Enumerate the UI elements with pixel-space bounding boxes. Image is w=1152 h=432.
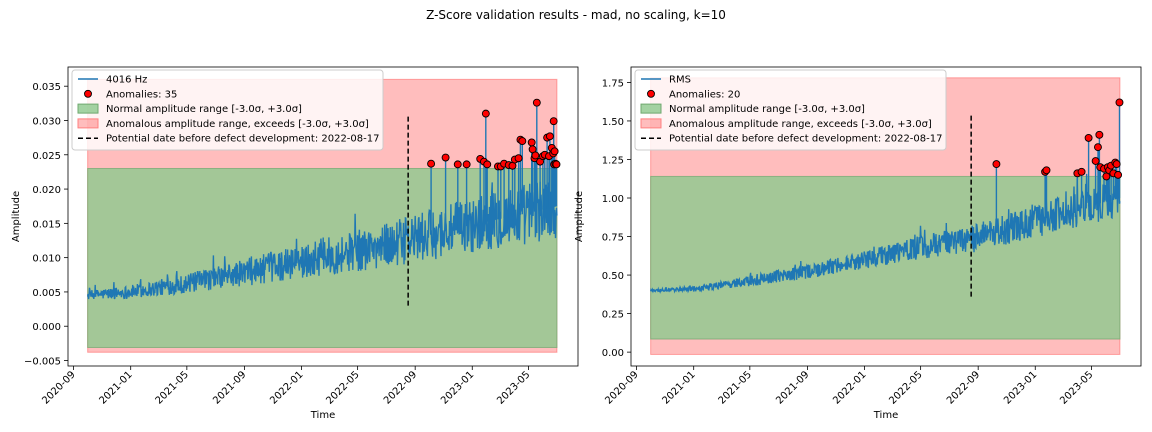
y-tick-label: 0.015 (32, 219, 61, 230)
anomaly-point (1112, 160, 1121, 169)
x-axis-label: Time (873, 410, 898, 421)
x-tick-label: 2021-09 (211, 369, 248, 406)
x-tick-label: 2021-05 (154, 369, 191, 406)
legend-label: Anomalies: 20 (669, 89, 740, 100)
legend-box (71, 69, 384, 151)
y-tick-label: 0.030 (32, 116, 61, 127)
anomaly-point (1084, 133, 1093, 142)
x-tick-label: 2022-05 (887, 369, 924, 406)
anomaly-point (427, 159, 436, 168)
anomaly-point (1115, 98, 1124, 107)
anomaly-point (514, 154, 523, 163)
x-tick-label: 2022-01 (831, 369, 868, 406)
legend-label: Normal amplitude range [-3.0σ, +3.0σ] (106, 104, 302, 115)
anomaly-point (545, 132, 554, 141)
x-tick-label: 2021-01 (97, 369, 134, 406)
series-line (87, 144, 558, 300)
y-tick-label: 1.50 (602, 117, 624, 128)
x-tick-label: 2020-09 (40, 369, 77, 406)
axes-frame (630, 66, 1142, 367)
figure-suptitle: Z-Score validation results - mad, no sca… (426, 8, 726, 22)
y-tick-label: 0.020 (32, 185, 61, 196)
y-tick-label: 0.000 (32, 322, 61, 333)
anomaly-point (532, 98, 541, 107)
legend-label: 4016 Hz (106, 75, 147, 86)
y-tick-label: 1.25 (602, 155, 624, 166)
x-axis-label: Time (310, 410, 335, 421)
anomaly-point (552, 160, 561, 169)
y-tick-label: 1.75 (602, 78, 624, 89)
anomaly-point (1114, 170, 1123, 179)
legend-handle-anomalous (77, 118, 99, 129)
chart-left: −0.005 0.000 0.005 0.010 0.015 0.020 0.025 0.03… (11, 66, 579, 421)
anomaly-point (531, 151, 540, 160)
anomaly-point (1042, 166, 1051, 175)
x-tick-label: 2021-09 (774, 369, 811, 406)
x-tick-label: 2023-05 (495, 369, 532, 406)
anomaly-point (527, 138, 536, 147)
legend-handle-anomalies (647, 89, 655, 98)
anomaly-point (453, 160, 462, 169)
anomaly-point (462, 160, 471, 169)
legend-label: Potential date before defect development… (669, 134, 942, 145)
legend-box (634, 69, 947, 151)
x-tick-label: 2023-05 (1058, 369, 1095, 406)
series-line (650, 173, 1121, 294)
y-tick-label: 0.005 (32, 288, 61, 299)
legend-label: Normal amplitude range [-3.0σ, +3.0σ] (669, 104, 865, 115)
legend-handle-normal (77, 103, 99, 114)
legend-label: Potential date before defect development… (106, 134, 379, 145)
x-tick-label: 2023-01 (1002, 369, 1039, 406)
anomaly-point (1077, 167, 1086, 176)
anomaly-point (549, 117, 558, 126)
legend-handle-anomalous (640, 118, 662, 129)
y-axis-label: Amplitude (11, 191, 22, 242)
x-tick-label: 2020-09 (603, 369, 640, 406)
y-tick-label: 1.00 (602, 194, 624, 205)
legend-label: Anomalies: 35 (106, 89, 177, 100)
legend-label: Anomalous amplitude range, exceeds [-3.0… (669, 119, 932, 130)
y-tick-label: 0.25 (602, 310, 624, 321)
anomaly-point (518, 137, 527, 146)
y-tick-label: 0.50 (602, 271, 624, 282)
x-tick-label: 2021-01 (660, 369, 697, 406)
y-tick-label: 0.025 (32, 151, 61, 162)
x-tick-label: 2022-05 (324, 369, 361, 406)
y-tick-label: 0.035 (32, 82, 61, 93)
y-tick-label: 0.010 (32, 254, 61, 265)
y-tick-label: 0.75 (602, 233, 624, 244)
legend-handle-normal (640, 103, 662, 114)
anomaly-point (441, 153, 450, 162)
y-tick-label: 0.00 (602, 348, 624, 359)
legend-label: Anomalous amplitude range, exceeds [-3.0… (106, 119, 369, 130)
anomaly-point (1094, 143, 1102, 152)
series-spikes (430, 102, 558, 235)
anomaly-point (550, 147, 559, 156)
x-tick-label: 2022-09 (382, 369, 419, 406)
anomaly-point (1091, 157, 1100, 165)
x-tick-label: 2021-05 (717, 369, 754, 406)
anomaly-point (1095, 130, 1104, 139)
anomaly-point (992, 160, 1001, 169)
legend-label: RMS (669, 75, 691, 86)
x-tick-label: 2022-01 (268, 369, 305, 406)
chart-right: 0.00 0.25 0.50 0.75 1.00 1.25 1.50 1.75 2020-09 2… (574, 66, 1142, 421)
axes-frame (67, 66, 579, 367)
legend-handle-anomalies (84, 89, 92, 98)
x-tick-label: 2023-01 (439, 369, 476, 406)
y-axis-label: Amplitude (574, 191, 585, 242)
anomaly-point (481, 109, 490, 118)
anomaly-point (483, 160, 492, 169)
y-tick-label: −0.005 (24, 357, 61, 368)
x-tick-label: 2022-09 (945, 369, 982, 406)
